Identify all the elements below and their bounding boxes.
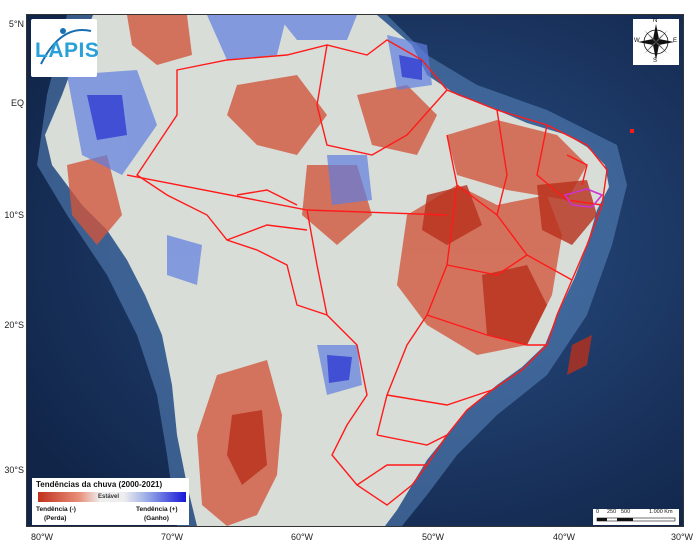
lat-label-eq: EQ — [10, 98, 24, 108]
lapis-logo: LAPIS — [31, 19, 100, 77]
map-legend: Tendências da chuva (2000-2021) Estável … — [32, 478, 189, 525]
lat-label-20s: 20°S — [4, 320, 24, 330]
compass-e: E — [673, 38, 678, 44]
scale-line — [596, 517, 676, 522]
compass-rose: N S E W — [633, 18, 679, 65]
lon-label-70w: 70°W — [160, 532, 184, 542]
legend-pos-label: Tendência (+) — [136, 506, 178, 513]
compass-n: N — [653, 18, 658, 24]
legend-title: Tendências da chuva (2000-2021) — [36, 480, 163, 489]
compass-icon — [638, 24, 674, 60]
logo-swoosh — [40, 28, 92, 65]
state-boundaries — [126, 39, 608, 506]
lon-label-80w: 80°W — [30, 532, 54, 542]
lon-label-40w: 40°W — [552, 532, 576, 542]
scale-tick-500: 500 — [621, 509, 631, 515]
logo-text: LAPIS — [35, 39, 100, 62]
legend-neg-sub: (Perda) — [44, 515, 67, 522]
highlight-boundary — [563, 188, 604, 208]
lon-label-60w: 60°W — [290, 532, 314, 542]
scale-tick-1000: 1.000 Km — [649, 509, 673, 515]
gain-areas-strong — [87, 55, 422, 383]
scale-bar: 0 250 500 1.000 Km — [593, 509, 679, 525]
scale-tick-0: 0 — [596, 509, 600, 515]
lat-label-10s: 10°S — [4, 210, 24, 220]
legend-neg-label: Tendência (-) — [36, 506, 76, 513]
legend-color-bar — [38, 492, 186, 502]
lon-label-30w: 30°W — [670, 532, 694, 542]
map-canvas — [27, 15, 683, 526]
island-marker — [630, 129, 634, 133]
compass-w: W — [634, 38, 640, 44]
compass-s: S — [653, 58, 658, 64]
map-frame[interactable]: LAPIS N S E W Tendências da chuva (2000-… — [26, 14, 684, 527]
legend-stable-label: Estável — [98, 494, 120, 500]
legend-pos-sub: (Ganho) — [144, 515, 169, 522]
lon-label-50w: 50°W — [421, 532, 445, 542]
loss-areas-strong — [227, 180, 597, 485]
lat-label-5n: 5°N — [8, 19, 24, 29]
scale-tick-250: 250 — [607, 509, 617, 515]
lat-label-30s: 30°S — [4, 465, 24, 475]
